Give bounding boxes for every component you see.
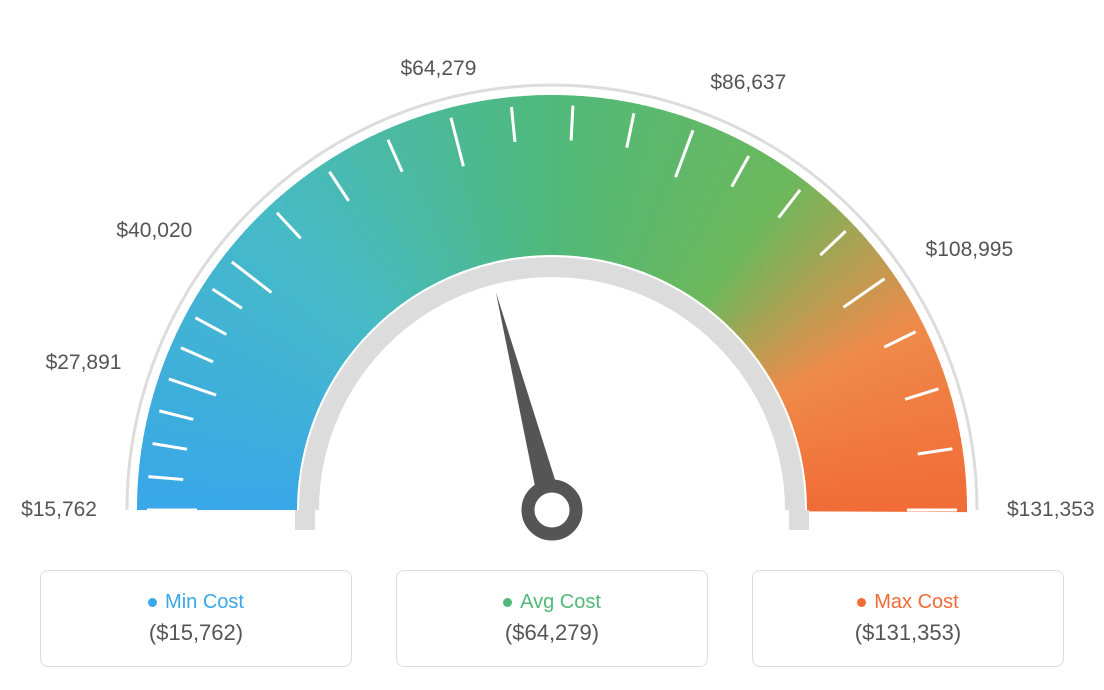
legend-value: ($131,353) — [855, 620, 961, 646]
inner-rim-cap-right — [789, 510, 809, 530]
legend-value: ($64,279) — [505, 620, 599, 646]
legend-title-text: Max Cost — [874, 591, 958, 614]
legend-card-min: Min Cost ($15,762) — [40, 570, 352, 667]
chart-container: $15,762 $27,891 $40,020 $64,279 $86,637 $108,… — [0, 0, 1104, 690]
legend-title-text: Min Cost — [165, 591, 244, 614]
gauge-svg — [0, 0, 1104, 560]
gauge-area: $15,762 $27,891 $40,020 $64,279 $86,637 $108,… — [0, 0, 1104, 560]
gauge-band — [137, 95, 967, 512]
legend-value: ($15,762) — [149, 620, 243, 646]
legend-dot-icon — [148, 598, 157, 607]
legend-title: Min Cost — [148, 591, 244, 614]
legend-dot-icon — [857, 598, 866, 607]
gauge-needle-hub — [528, 486, 576, 534]
legend-card-max: Max Cost ($131,353) — [752, 570, 1064, 667]
inner-rim-cap-left — [295, 510, 315, 530]
tick-label: $131,353 — [1007, 498, 1095, 522]
tick-label: $86,637 — [710, 71, 786, 95]
tick-label: $27,891 — [46, 351, 122, 375]
legend-card-avg: Avg Cost ($64,279) — [396, 570, 708, 667]
tick-label: $15,762 — [21, 498, 97, 522]
legend-title-text: Avg Cost — [520, 591, 601, 614]
legend-dot-icon — [503, 598, 512, 607]
tick-label: $64,279 — [401, 57, 477, 81]
legend-row: Min Cost ($15,762) Avg Cost ($64,279) Max Co… — [0, 570, 1104, 680]
tick-label: $108,995 — [926, 238, 1014, 262]
tick-label: $40,020 — [116, 219, 192, 243]
legend-title: Avg Cost — [503, 591, 601, 614]
legend-title: Max Cost — [857, 591, 958, 614]
